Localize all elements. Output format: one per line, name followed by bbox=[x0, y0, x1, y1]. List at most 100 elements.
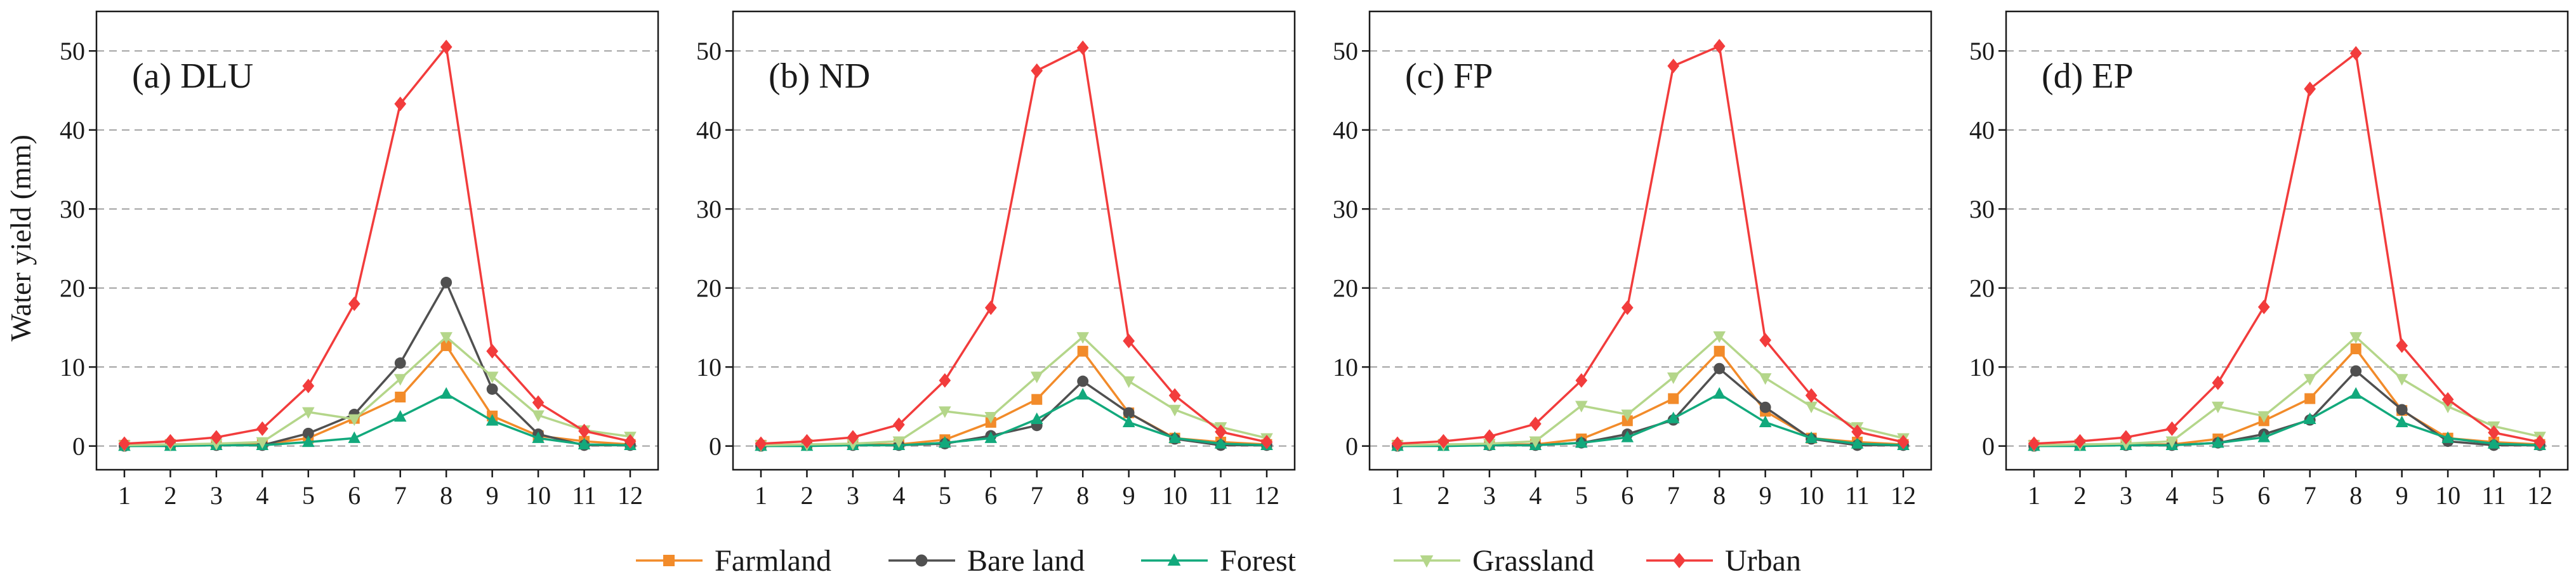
data-point-urban bbox=[801, 434, 813, 449]
plot-frame bbox=[95, 10, 659, 471]
data-point-grassland bbox=[1759, 373, 1772, 385]
legend-label: Urban bbox=[1725, 544, 1801, 578]
y-tick-label: 20 bbox=[696, 274, 722, 303]
data-point-forest bbox=[440, 387, 452, 399]
data-point-grassland bbox=[892, 436, 906, 448]
y-tick-label: 50 bbox=[1333, 37, 1358, 65]
data-point-forest bbox=[939, 436, 951, 448]
data-point-urban bbox=[578, 423, 590, 439]
data-point-farmland bbox=[440, 340, 452, 352]
data-point-grassland bbox=[1529, 436, 1542, 448]
y-tick-label: 50 bbox=[60, 37, 85, 65]
data-point-urban bbox=[939, 373, 951, 388]
series-line-forest bbox=[761, 393, 1267, 448]
y-tick-label: 40 bbox=[1333, 116, 1358, 145]
legend-marker-farmland bbox=[663, 555, 675, 566]
y-tick-label: 30 bbox=[1969, 195, 1995, 223]
data-point-bare-land bbox=[394, 357, 406, 369]
x-tick-label: 6 bbox=[348, 481, 360, 510]
x-tick-label: 9 bbox=[486, 481, 499, 510]
data-point-grassland bbox=[485, 371, 499, 383]
data-point-grassland bbox=[302, 407, 315, 419]
data-point-bare-land bbox=[302, 427, 314, 439]
legend-marker-forest bbox=[1167, 553, 1181, 566]
x-tick-label: 8 bbox=[2349, 481, 2362, 510]
data-point-grassland bbox=[532, 410, 545, 422]
data-point-grassland bbox=[1667, 372, 1680, 384]
series-line-grassland bbox=[760, 336, 1267, 447]
x-tick-label: 4 bbox=[892, 481, 905, 510]
data-point-forest bbox=[532, 431, 545, 443]
data-point-forest bbox=[2257, 430, 2271, 442]
data-point-grassland bbox=[984, 411, 998, 424]
x-tick-label: 9 bbox=[1123, 481, 1135, 510]
data-point-forest bbox=[2303, 412, 2316, 424]
data-point-grassland bbox=[2395, 374, 2408, 386]
data-point-urban bbox=[2028, 436, 2040, 451]
legend-item-forest: Forest bbox=[1141, 544, 1297, 578]
data-point-urban bbox=[440, 39, 452, 55]
x-tick-label: 2 bbox=[1437, 481, 1450, 510]
x-tick-label: 1 bbox=[2028, 481, 2040, 510]
data-point-urban bbox=[1621, 300, 1634, 315]
data-point-bare-land bbox=[1714, 362, 1726, 375]
data-point-farmland bbox=[1668, 393, 1679, 404]
data-point-forest bbox=[1621, 430, 1634, 442]
data-point-grassland bbox=[348, 414, 361, 426]
data-point-urban bbox=[1483, 429, 1496, 444]
data-point-forest bbox=[393, 409, 407, 422]
data-point-urban bbox=[1851, 424, 1863, 439]
y-tick-label: 40 bbox=[60, 116, 85, 145]
data-point-urban bbox=[1391, 436, 1404, 451]
data-point-urban bbox=[348, 296, 360, 312]
panel-title: (a) DLU bbox=[132, 56, 253, 96]
data-point-forest bbox=[1667, 411, 1680, 423]
data-point-forest bbox=[1122, 415, 1135, 427]
legend-item-urban: Urban bbox=[1646, 544, 1801, 578]
data-point-grassland bbox=[1076, 332, 1089, 344]
x-tick-label: 4 bbox=[1529, 481, 1542, 510]
series-line-urban bbox=[760, 46, 1267, 445]
panel-title: (b) ND bbox=[769, 56, 870, 96]
y-tick-label: 20 bbox=[1969, 274, 1995, 303]
x-tick-label: 12 bbox=[2527, 481, 2553, 510]
panel-title: (c) FP bbox=[1405, 56, 1493, 96]
plot-frame bbox=[732, 10, 1296, 471]
y-tick-label: 20 bbox=[1333, 274, 1358, 303]
data-point-urban bbox=[1031, 63, 1043, 78]
legend-marker-grassland bbox=[1420, 555, 1434, 568]
y-tick-label: 40 bbox=[696, 116, 722, 145]
legend-label: Grassland bbox=[1472, 544, 1594, 578]
data-point-urban bbox=[256, 421, 268, 436]
data-point-urban bbox=[1215, 424, 1227, 439]
x-tick-label: 1 bbox=[118, 481, 131, 510]
data-point-urban bbox=[755, 436, 767, 451]
y-tick-label: 0 bbox=[1982, 432, 1995, 461]
data-point-farmland bbox=[1077, 345, 1088, 357]
y-tick-label: 0 bbox=[1345, 432, 1358, 461]
data-point-grassland bbox=[1483, 439, 1496, 451]
data-point-farmland bbox=[1714, 345, 1725, 357]
x-tick-label: 9 bbox=[1759, 481, 1772, 510]
data-point-farmland bbox=[1031, 394, 1043, 405]
data-point-bare-land bbox=[2350, 365, 2362, 377]
x-tick-label: 10 bbox=[2435, 481, 2460, 510]
data-point-grassland bbox=[1168, 404, 1181, 417]
data-point-forest bbox=[1759, 415, 1772, 427]
x-tick-label: 8 bbox=[1713, 481, 1726, 510]
series-line-urban bbox=[1397, 45, 1904, 445]
plot-frame bbox=[1368, 10, 1932, 471]
legend-label: Forest bbox=[1220, 544, 1297, 578]
y-tick-label: 0 bbox=[72, 432, 85, 461]
x-tick-label: 7 bbox=[2304, 481, 2316, 510]
x-tick-label: 11 bbox=[2481, 481, 2506, 510]
data-point-bare-land bbox=[440, 277, 452, 288]
y-tick-label: 10 bbox=[1333, 353, 1358, 382]
legend-marker-urban bbox=[1673, 552, 1686, 569]
series-line-forest bbox=[1397, 392, 1904, 448]
x-tick-label: 9 bbox=[2396, 481, 2408, 510]
data-point-urban bbox=[394, 96, 407, 112]
plot-frame bbox=[2005, 10, 2569, 471]
